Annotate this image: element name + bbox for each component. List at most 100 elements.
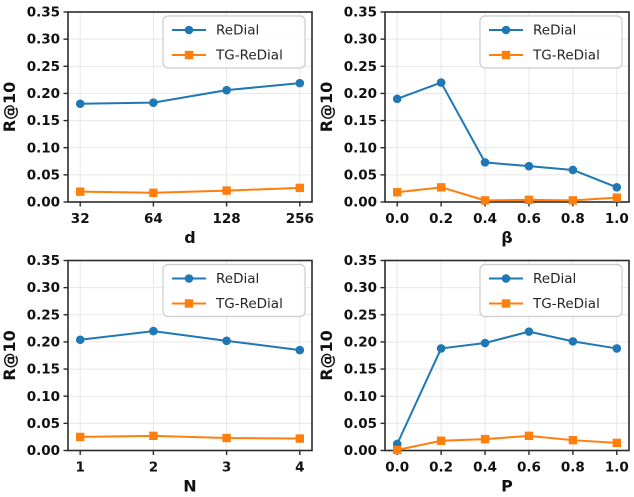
x-tick-label: 256 xyxy=(286,211,314,227)
y-tick-label: 0.15 xyxy=(344,113,377,129)
data-point-marker xyxy=(480,434,490,444)
data-point-marker xyxy=(149,98,158,107)
legend-sample-marker xyxy=(501,299,511,308)
legend: ReDial TG-ReDial xyxy=(162,15,306,69)
y-tick-label: 0.00 xyxy=(27,443,60,459)
y-tick-label: 0.35 xyxy=(344,5,377,21)
data-point-marker xyxy=(568,165,578,175)
y-tick-label: 0.35 xyxy=(344,253,377,269)
x-tick-label: 0.2 xyxy=(429,211,453,227)
axes-frame xyxy=(384,259,630,452)
data-point-marker xyxy=(612,344,622,353)
legend: ReDial TG-ReDial xyxy=(479,15,623,69)
data-point-marker xyxy=(222,85,231,95)
data-point-marker xyxy=(222,336,231,346)
y-tick-label: 0.05 xyxy=(344,416,377,432)
y-tick-label: 0.00 xyxy=(344,443,377,459)
series-tg-redial xyxy=(76,431,304,443)
x-tick-label: 128 xyxy=(213,211,241,227)
y-tick-label: 0.25 xyxy=(27,307,60,323)
y-tick-label: 0.30 xyxy=(344,280,377,296)
x-axis: 0.0 0.2 0.4 0.6 0.8 1.0 xyxy=(385,450,629,476)
series-tg-redial xyxy=(393,183,621,205)
y-axis: 0.00 0.05 0.10 0.15 0.20 0.25 0.30 0.35 xyxy=(27,253,68,459)
chart-d-svg: 0.00 0.05 0.10 0.15 0.20 0.25 0.30 0.35 32 64 128 2… xyxy=(0,5,314,247)
data-point-marker xyxy=(524,161,534,171)
y-axis: 0.00 0.05 0.10 0.15 0.20 0.25 0.30 0.35 xyxy=(344,5,385,211)
data-point-marker xyxy=(149,431,158,441)
x-tick-label: 64 xyxy=(144,211,163,227)
x-axis: 0.0 0.2 0.4 0.6 0.8 1.0 xyxy=(385,202,629,227)
legend-sample-marker xyxy=(501,274,511,283)
data-point-marker xyxy=(568,337,578,346)
legend-label: TG-ReDial xyxy=(532,296,600,312)
legend-sample-marker xyxy=(184,25,194,35)
y-axis-label: R@10 xyxy=(317,82,336,133)
x-axis-label: P xyxy=(501,477,513,496)
data-point-marker xyxy=(75,335,85,345)
y-tick-label: 0.25 xyxy=(344,307,377,323)
data-point-marker xyxy=(480,158,490,167)
legend-sample-marker xyxy=(184,50,194,60)
data-point-marker xyxy=(436,436,446,445)
series-redial xyxy=(75,326,305,355)
legend-label: ReDial xyxy=(216,23,259,39)
data-point-marker xyxy=(568,435,578,445)
chart-beta-svg: 0.000.050.100.150.200.250.300.350.0 0.2 0.… xyxy=(317,5,630,247)
legend-sample-marker xyxy=(501,50,511,60)
y-tick-label: 0.15 xyxy=(27,362,60,378)
axes-frame xyxy=(67,259,313,452)
legend-label: TG-ReDial xyxy=(215,48,283,64)
data-point-marker xyxy=(75,99,85,109)
y-axis-label: R@10 xyxy=(317,330,336,381)
legend-sample-marker xyxy=(184,299,194,308)
x-tick-label: 4 xyxy=(295,460,304,476)
legend-label: TG-ReDial xyxy=(532,48,600,64)
x-tick-label: 1.0 xyxy=(605,211,629,227)
x-tick-label: 0.8 xyxy=(561,460,585,476)
data-point-marker xyxy=(612,193,621,202)
series-redial xyxy=(75,78,305,109)
x-tick-label: 0.4 xyxy=(473,460,497,476)
y-tick-label: 0.20 xyxy=(344,335,377,351)
series-tg-redial xyxy=(393,431,621,455)
data-point-marker xyxy=(524,195,534,205)
x-tick-label: 32 xyxy=(71,211,90,227)
y-tick-label: 0.05 xyxy=(27,416,60,432)
legend-sample-marker xyxy=(501,25,511,35)
y-tick-label: 0.20 xyxy=(27,86,60,102)
y-tick-label: 0.20 xyxy=(27,335,60,351)
legend-label: TG-ReDial xyxy=(215,296,283,312)
data-point-marker xyxy=(480,338,490,348)
y-tick-label: 0.35 xyxy=(27,253,60,269)
y-tick-label: 0.30 xyxy=(27,32,60,48)
data-point-marker xyxy=(568,196,578,205)
axes-frame xyxy=(384,11,630,203)
data-point-marker xyxy=(612,183,622,192)
data-point-marker xyxy=(295,183,304,193)
data-point-marker xyxy=(76,432,85,442)
axes-frame xyxy=(67,11,313,203)
data-point-marker xyxy=(392,94,402,104)
y-axis-label: R@10 xyxy=(0,330,19,381)
data-point-marker xyxy=(393,445,402,455)
x-tick-label: 0.4 xyxy=(473,211,497,227)
legend-label: ReDial xyxy=(533,271,576,287)
y-axis-label: R@10 xyxy=(0,82,19,133)
y-tick-label: 0.25 xyxy=(27,59,60,75)
legend: ReDial TG-ReDial xyxy=(479,263,623,318)
x-axis-label: β xyxy=(501,228,512,247)
x-tick-label: 0.6 xyxy=(517,460,541,476)
x-tick-label: 2 xyxy=(149,460,158,476)
legend-sample-marker xyxy=(184,274,194,283)
y-tick-label: 0.00 xyxy=(27,195,60,211)
y-tick-label: 0.10 xyxy=(27,140,60,156)
data-point-marker xyxy=(524,327,534,336)
data-point-marker xyxy=(149,326,158,336)
y-tick-label: 0.05 xyxy=(27,167,60,183)
x-axis-label: d xyxy=(184,228,195,247)
data-point-marker xyxy=(222,433,231,443)
data-point-marker xyxy=(295,434,304,443)
x-tick-label: 0.8 xyxy=(561,211,585,227)
